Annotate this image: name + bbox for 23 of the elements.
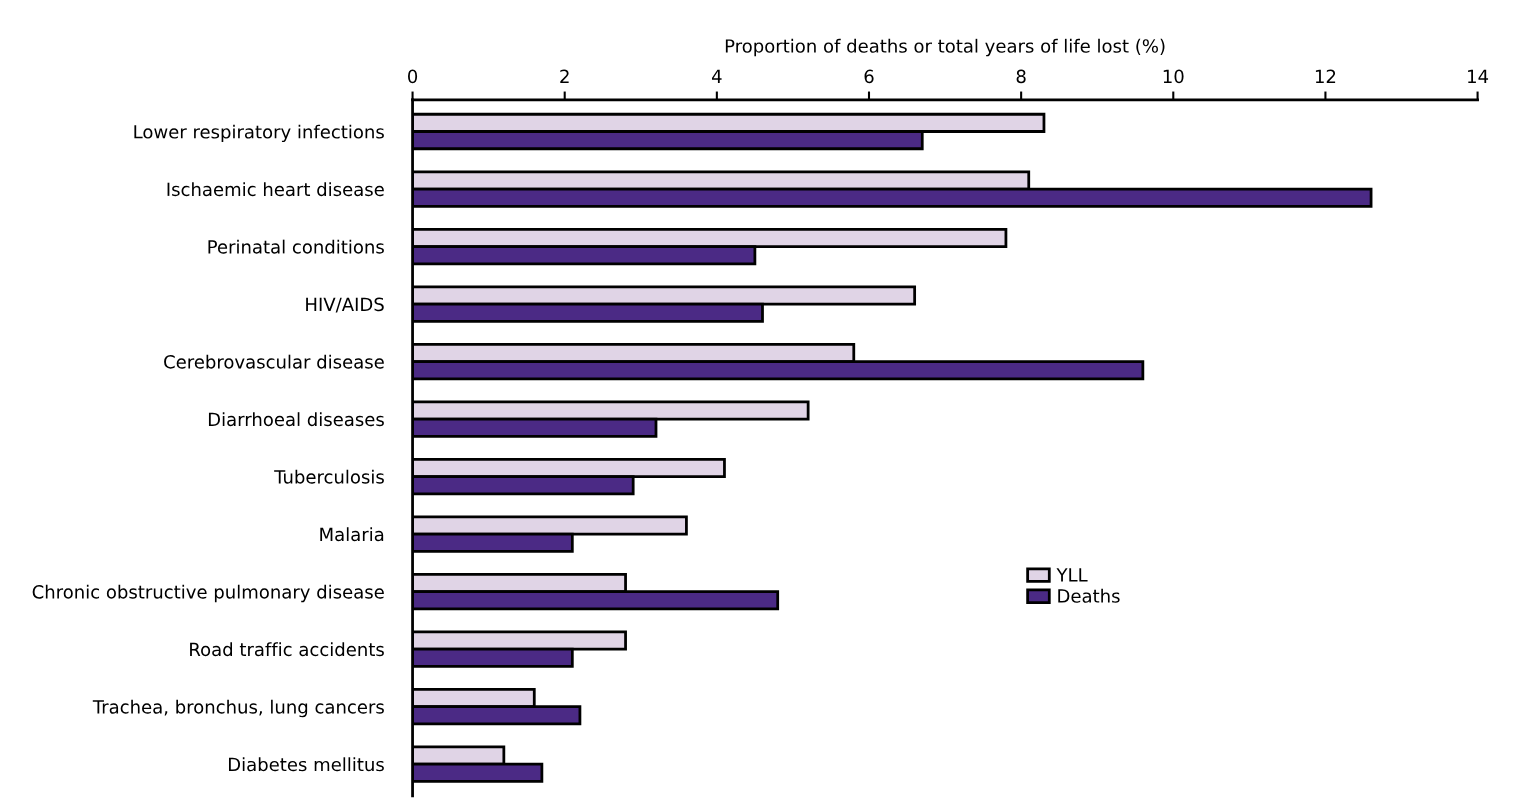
x-tick-label: 8 — [1016, 69, 1026, 84]
y-tick-label: Ischaemic heart disease — [167, 182, 384, 197]
y-tick-label: Malaria — [320, 527, 384, 542]
x-tick-label: 12 — [1315, 69, 1336, 83]
y-tick-label: Trachea, bronchus, lung cancers — [92, 699, 384, 718]
y-tick-label: Road traffic accidents — [190, 642, 384, 657]
x-tick-label: 0 — [408, 69, 418, 84]
x-tick-label: 14 — [1468, 69, 1489, 83]
y-tick-label: Diarrhoeal diseases — [208, 412, 384, 427]
legend-label: YLL — [1056, 568, 1088, 582]
y-tick-label: Chronic obstructive pulmonary disease — [32, 584, 384, 603]
x-tick-label: 6 — [864, 69, 874, 84]
y-tick-label: HIV/AIDS — [306, 297, 384, 313]
legend-label: Deaths — [1058, 588, 1120, 603]
y-tick-label: Tuberculosis — [274, 469, 384, 484]
x-tick-label: 4 — [711, 69, 722, 83]
y-tick-label: Perinatal conditions — [208, 239, 384, 254]
y-tick-label: Cerebrovascular disease — [164, 354, 384, 369]
x-axis-title: Proportion of deaths or total years of life lost (%) — [725, 38, 1165, 57]
y-tick-label: Lower respiratory infections — [134, 124, 384, 143]
x-tick-label: 2 — [560, 69, 569, 83]
x-tick-label: 10 — [1163, 69, 1184, 84]
y-tick-label: Diabetes mellitus — [228, 757, 384, 772]
